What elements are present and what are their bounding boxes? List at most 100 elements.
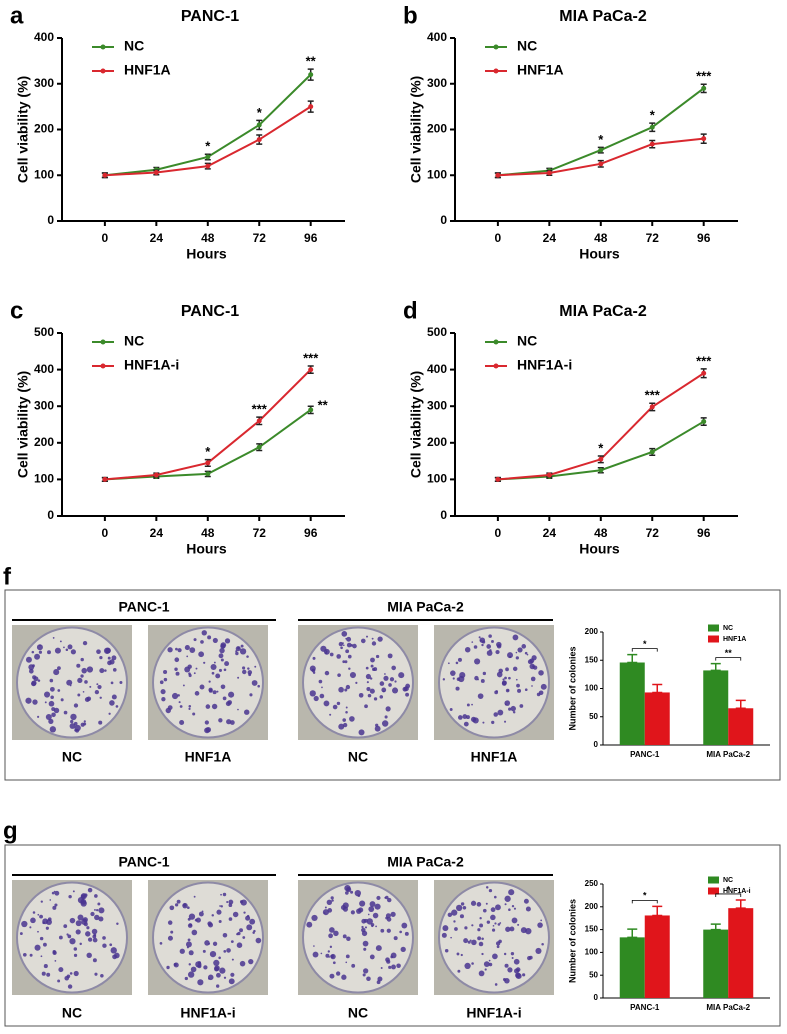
error-bar [735, 899, 746, 909]
colony [360, 638, 366, 644]
y-tick-label: 200 [427, 122, 447, 136]
significance-label: *** [252, 402, 268, 417]
colony [324, 906, 327, 909]
colony [110, 947, 117, 954]
colony [540, 919, 543, 922]
colony [358, 729, 365, 736]
colony [25, 697, 32, 704]
colony [401, 922, 408, 929]
colony [166, 965, 170, 970]
colony [369, 688, 375, 694]
colony [513, 958, 520, 965]
colony [495, 904, 501, 911]
colony [463, 721, 469, 727]
colony [83, 722, 87, 726]
colony [488, 888, 493, 893]
colony [237, 708, 239, 711]
data-point [598, 147, 604, 153]
colony [29, 953, 33, 957]
colony [79, 942, 82, 946]
colony [19, 932, 23, 935]
colony [376, 980, 381, 985]
x-tick-label: 96 [304, 231, 318, 245]
colony [350, 890, 354, 894]
x-tick-label: 0 [495, 231, 502, 245]
colony [73, 970, 79, 977]
colony [508, 889, 515, 896]
colony [37, 930, 39, 933]
colony [531, 655, 537, 661]
colony [90, 911, 95, 917]
data-point [308, 104, 314, 110]
colony [507, 967, 513, 973]
colony [376, 895, 381, 901]
colony [73, 947, 78, 951]
colony [224, 638, 231, 644]
colony [86, 696, 92, 701]
colony [175, 671, 180, 676]
colony [371, 637, 374, 640]
colony [201, 630, 207, 636]
colony [100, 974, 104, 978]
colony [89, 685, 92, 688]
colony [63, 710, 68, 715]
colony [59, 640, 62, 643]
colony [345, 710, 348, 714]
data-point [701, 85, 707, 91]
colony [405, 692, 410, 697]
legend-swatch [708, 635, 719, 643]
data-point [102, 476, 108, 482]
colony [387, 897, 392, 903]
colony [511, 956, 514, 960]
colony [175, 647, 178, 651]
colony [330, 954, 334, 959]
colony [326, 899, 333, 905]
chart-title: PANC-1 [181, 303, 239, 320]
colony [486, 650, 493, 656]
y-axis-label: Number of colonies [567, 899, 577, 983]
colony [498, 939, 502, 944]
axis [61, 38, 345, 222]
colony [99, 656, 103, 660]
colony [456, 952, 460, 956]
colony [331, 899, 334, 902]
colony [471, 939, 477, 946]
colony [325, 953, 330, 958]
colony [370, 664, 374, 668]
plate-label: HNF1A-i [466, 1005, 521, 1021]
colony [68, 894, 72, 899]
colony [345, 684, 351, 690]
colony [508, 707, 512, 711]
colony [541, 942, 544, 946]
colony [380, 966, 383, 969]
colony [74, 724, 81, 732]
colony [31, 650, 35, 654]
colony [230, 972, 235, 977]
colony [92, 934, 97, 939]
y-tick-label: 400 [427, 362, 447, 376]
colony [536, 692, 541, 697]
colony [239, 928, 243, 933]
colony [486, 644, 492, 649]
colony [336, 701, 341, 706]
colony [526, 653, 529, 656]
colony [365, 673, 372, 680]
colony [193, 638, 197, 642]
colony [525, 927, 532, 935]
colony [355, 681, 358, 684]
colony [220, 684, 226, 690]
colony [66, 679, 73, 686]
colony [505, 688, 510, 693]
colony [69, 723, 76, 729]
colony [459, 672, 466, 679]
colony [183, 903, 187, 907]
bar [703, 670, 729, 745]
colony [529, 663, 536, 670]
colony [311, 914, 318, 922]
colony [365, 666, 369, 670]
colony [342, 660, 346, 664]
colony [509, 655, 512, 659]
data-point [153, 170, 159, 176]
bar [703, 929, 729, 998]
data-point [598, 456, 604, 462]
